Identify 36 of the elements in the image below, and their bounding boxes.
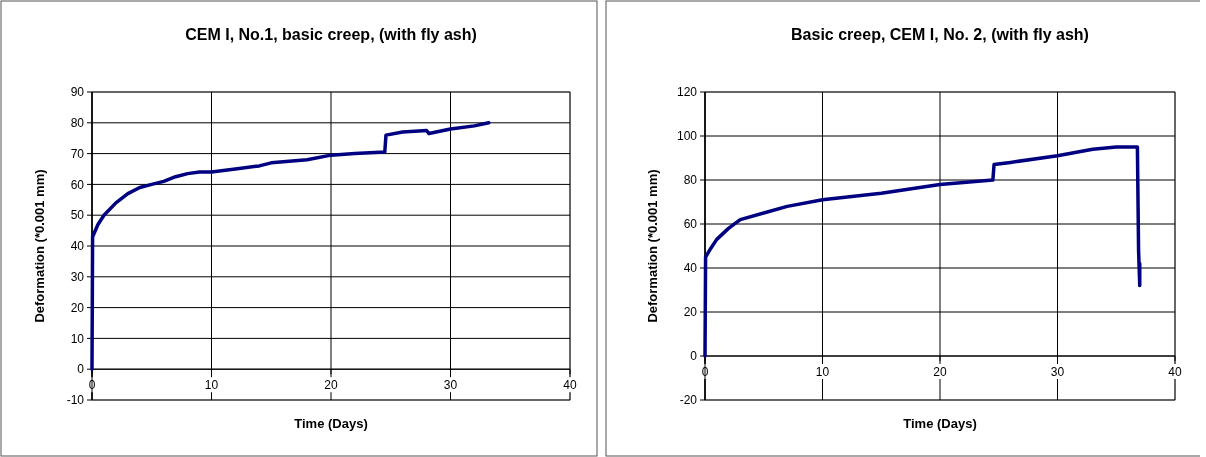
x-tick-label: 20 (324, 378, 338, 393)
y-tick-label: 0 (690, 349, 698, 364)
chart-title: CEM I, No.1, basic creep, (with fly ash) (185, 26, 477, 43)
y-tick-label: 20 (683, 305, 698, 320)
y-tick-label: 120 (676, 85, 698, 100)
x-tick-label: 10 (204, 378, 219, 393)
x-tick-label: 30 (443, 378, 458, 393)
y-tick-label: 80 (70, 116, 85, 130)
y-tick-label: -10 (66, 393, 85, 408)
y-tick-label: 100 (676, 129, 698, 144)
x-tick-label: 0 (701, 365, 709, 379)
y-tick-label: 40 (70, 239, 85, 254)
y-tick-label: 50 (70, 208, 85, 223)
y-tick-label: 60 (683, 217, 698, 232)
chart-title: Basic creep, CEM I, No. 2, (with fly ash) (791, 26, 1089, 43)
x-tick-label: 40 (563, 378, 577, 393)
y-tick-label: 90 (70, 85, 85, 100)
y-tick-label: 80 (683, 173, 698, 188)
x-tick-label: 30 (1050, 365, 1065, 379)
y-tick-label: 20 (70, 300, 85, 315)
x-tick-label: 0 (88, 378, 96, 393)
x-tick-label: 40 (1168, 365, 1182, 379)
y-tick-label: 40 (683, 261, 698, 276)
y-axis-title: Deformation (*0.001 mm) (645, 169, 660, 323)
y-tick-label: 10 (70, 331, 85, 346)
x-axis-title: Time (Days) (903, 416, 977, 431)
y-tick-label: -20 (679, 393, 698, 408)
y-tick-label: 30 (70, 270, 85, 284)
x-axis-title: Time (Days) (294, 416, 368, 431)
x-tick-label: 10 (815, 365, 830, 379)
y-tick-label: 70 (70, 146, 85, 161)
line-series (703, 145, 1142, 358)
x-tick-label: 20 (933, 365, 947, 379)
y-axis-title: Deformation (*0.001 mm) (32, 169, 47, 323)
y-tick-label: 60 (70, 177, 85, 192)
line-series (90, 121, 491, 371)
